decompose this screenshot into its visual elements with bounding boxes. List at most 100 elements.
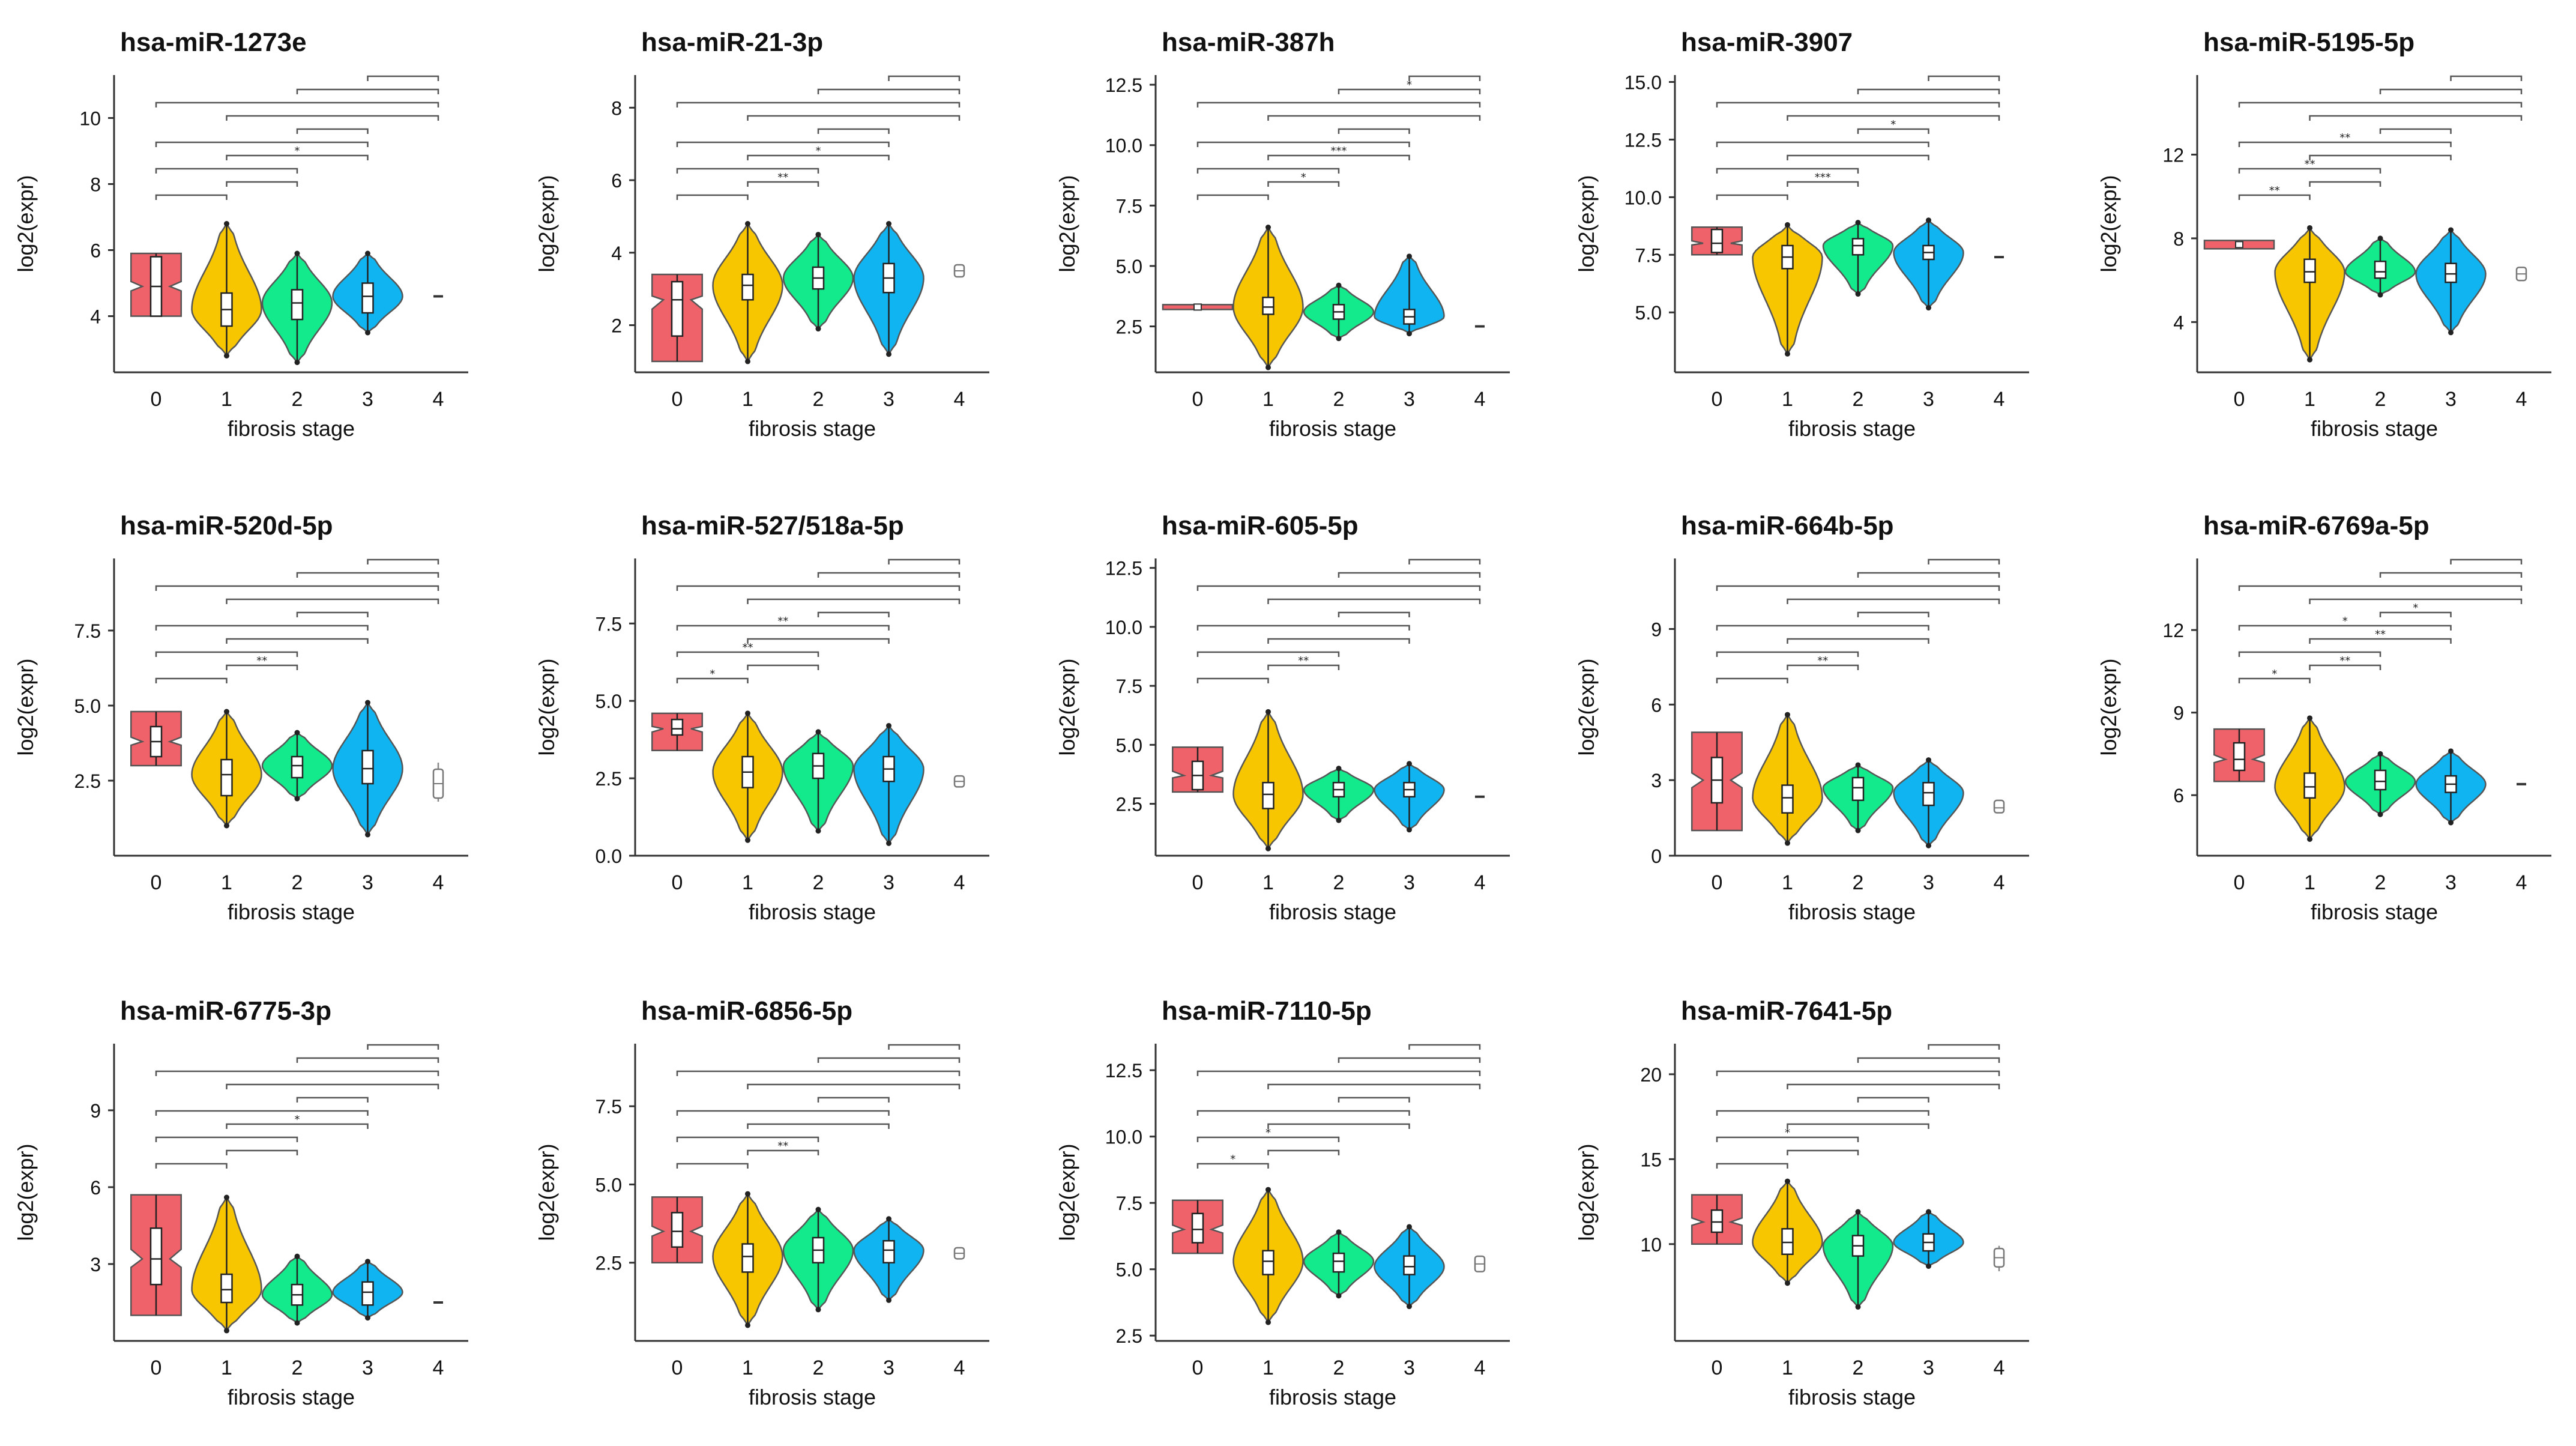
comparison-bracket [2238, 625, 2452, 631]
comparison-bracket [1196, 585, 1481, 591]
comparison-bracket [155, 101, 439, 107]
x-tick-label: 4 [1474, 1357, 1486, 1379]
box-stage-0 [671, 1212, 684, 1248]
comparison-bracket [1408, 75, 1481, 81]
y-axis-label: log2(expr) [1055, 1143, 1079, 1241]
box-stage-0 [1193, 303, 1202, 311]
comparison-bracket [1716, 585, 2000, 591]
comparison-bracket [1716, 677, 1788, 683]
comparison-bracket [1338, 1097, 1410, 1103]
x-axis-label: fibrosis stage [749, 1385, 876, 1409]
outlier-point [1855, 1209, 1861, 1215]
x-tick-label: 2 [1333, 871, 1345, 894]
comparison-bracket [2238, 101, 2523, 107]
comparison-bracket [1196, 625, 1410, 631]
comparison-bracket [2379, 88, 2523, 94]
box-stage-1 [741, 273, 754, 301]
outlier-point [2307, 715, 2312, 721]
outlier-point [815, 232, 821, 238]
outlier-point [365, 1259, 370, 1265]
outlier-point [745, 358, 750, 365]
x-axis-label: fibrosis stage [1269, 416, 1396, 441]
outlier-point [2448, 748, 2454, 754]
outlier-point [1785, 1280, 1790, 1286]
chart-title: hsa-miR-520d-5p [120, 511, 333, 540]
box-stage-1 [2303, 258, 2316, 283]
x-tick-label: 4 [2516, 871, 2527, 894]
x-tick-label: 2 [292, 871, 303, 894]
comparison-bracket [2238, 677, 2311, 683]
outlier-point [1926, 217, 1931, 223]
comparison-bracket [1787, 1083, 2000, 1089]
x-axis-label: fibrosis stage [228, 1385, 355, 1409]
comparison-bracket [1716, 1070, 2000, 1076]
box-stage-0 [671, 718, 684, 736]
outlier-point [886, 722, 891, 728]
chart-title: hsa-miR-387h [1162, 28, 1335, 57]
comparison-bracket [1857, 572, 2000, 578]
comparison-bracket [155, 1163, 228, 1169]
comparison-bracket [676, 1110, 890, 1116]
x-tick-label: 3 [2445, 871, 2457, 894]
comparison-bracket [1408, 558, 1481, 564]
comparison-bracket [226, 1083, 439, 1089]
x-tick-label: 2 [1333, 1357, 1345, 1379]
box-stage-0 [1710, 228, 1724, 253]
outlier-point [1265, 225, 1271, 231]
outlier-point [224, 709, 229, 715]
y-tick-label: 3 [1651, 770, 1662, 791]
chart-title: hsa-miR-3907 [1681, 28, 1853, 57]
y-axis-label: log2(expr) [13, 658, 38, 755]
y-tick-label: 7.5 [1116, 676, 1142, 697]
x-tick-label: 2 [2375, 871, 2386, 894]
comparison-bracket [1928, 1044, 2000, 1050]
comparison-bracket [1196, 1110, 1410, 1116]
comparison-bracket [676, 1070, 961, 1076]
x-tick-label: 4 [1994, 1357, 2005, 1379]
y-axis-label: log2(expr) [1574, 658, 1599, 755]
x-tick-label: 4 [433, 388, 444, 411]
comparison-bracket [1267, 181, 1340, 187]
chart-title: hsa-miR-527/518a-5p [641, 511, 904, 540]
box-stage-0 [1710, 1209, 1724, 1233]
significance-label: * [2342, 615, 2348, 628]
y-axis-label: log2(expr) [13, 1143, 38, 1241]
comparison-bracket [1196, 101, 1481, 107]
x-tick-label: 3 [1923, 388, 1934, 411]
box-stage-1 [1262, 296, 1274, 315]
x-tick-label: 0 [151, 1357, 162, 1379]
outlier-point [2448, 227, 2454, 233]
y-tick-label: 10.0 [1105, 135, 1142, 157]
box-stage-1 [2303, 772, 2316, 799]
comparison-bracket [817, 1057, 961, 1063]
y-tick-label: 8 [90, 174, 101, 196]
outlier-point [1926, 1263, 1931, 1269]
x-tick-label: 0 [672, 388, 683, 411]
comparison-bracket [2379, 611, 2452, 617]
comparison-bracket [676, 585, 961, 591]
outlier-point [1855, 827, 1861, 833]
x-tick-label: 4 [1474, 871, 1486, 894]
x-tick-label: 0 [1712, 388, 1723, 411]
box-stage-0 [149, 1227, 163, 1286]
chart-title: hsa-miR-605-5p [1162, 511, 1359, 540]
box-stage-1 [220, 1273, 233, 1304]
significance-label: * [816, 145, 821, 157]
outlier-point [1785, 712, 1790, 718]
significance-label: * [710, 668, 715, 680]
y-axis-label: log2(expr) [2096, 175, 2121, 272]
comparison-bracket [226, 598, 439, 604]
comparison-bracket [1338, 88, 1481, 94]
comparison-bracket [676, 194, 749, 200]
comparison-bracket [1267, 1083, 1481, 1089]
x-tick-label: 1 [221, 1357, 232, 1379]
comparison-bracket [747, 181, 819, 187]
comparison-bracket [2309, 154, 2452, 160]
box-stage-2 [291, 755, 304, 779]
outlier-point [815, 1206, 821, 1212]
comparison-bracket [226, 154, 369, 160]
comparison-bracket [1267, 638, 1410, 644]
x-tick-label: 0 [1192, 388, 1204, 411]
comparison-bracket [1196, 168, 1340, 174]
